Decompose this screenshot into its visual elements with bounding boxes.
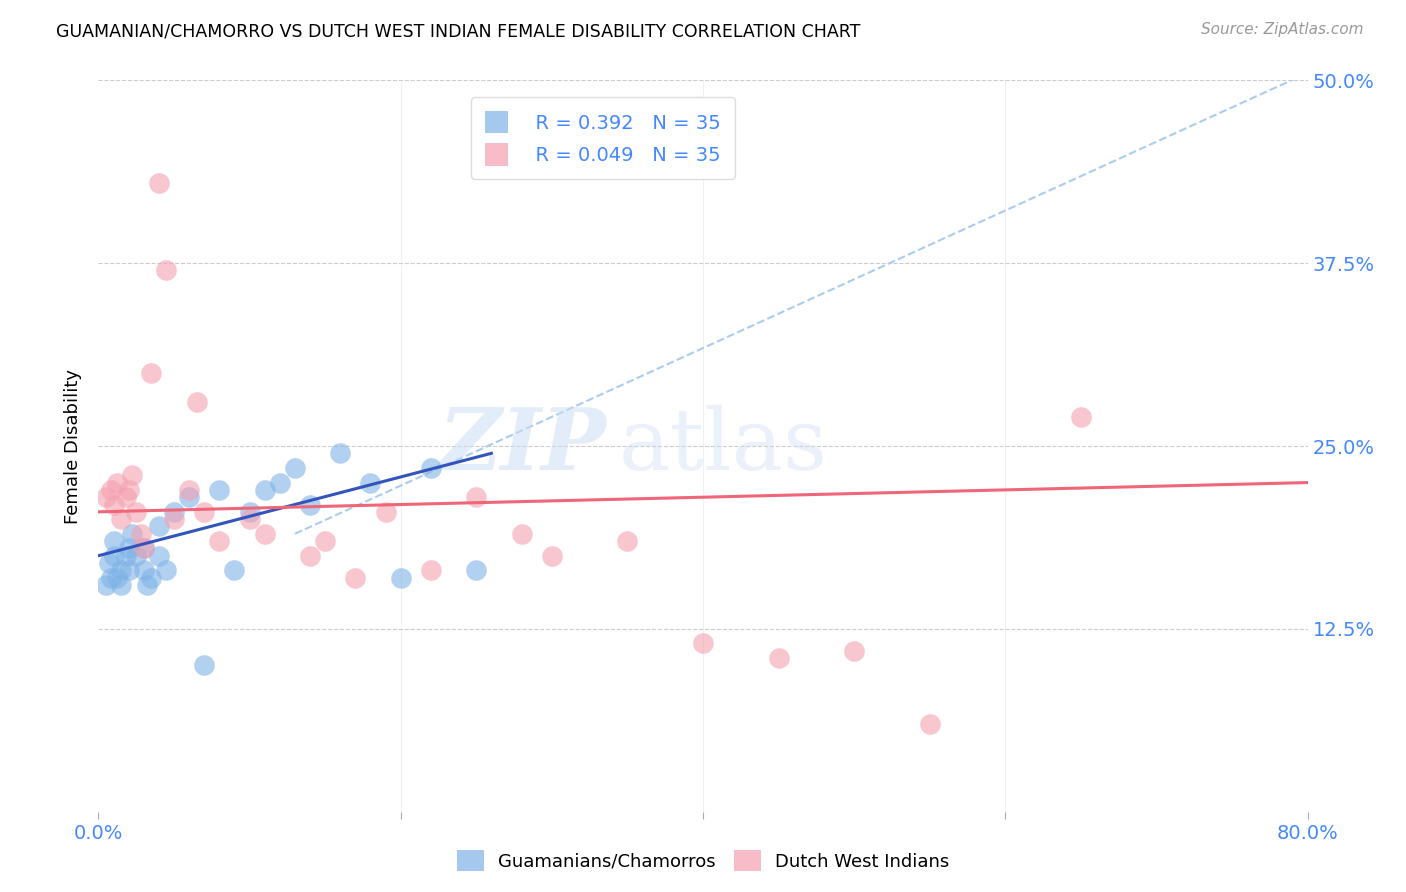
Point <box>299 549 322 563</box>
Point <box>284 461 307 475</box>
Point <box>314 534 336 549</box>
Point <box>105 475 128 490</box>
Point <box>118 563 141 577</box>
Point <box>132 563 155 577</box>
Point <box>98 556 121 570</box>
Point <box>465 563 488 577</box>
Point <box>239 505 262 519</box>
Text: Source: ZipAtlas.com: Source: ZipAtlas.com <box>1201 22 1364 37</box>
Point <box>94 578 117 592</box>
Point <box>148 176 170 190</box>
Point <box>132 541 155 556</box>
Point <box>100 571 122 585</box>
Point <box>110 563 132 577</box>
Point <box>155 563 177 577</box>
Point <box>420 461 443 475</box>
Point <box>118 483 141 497</box>
Point <box>1070 409 1092 424</box>
Point <box>344 571 367 585</box>
Point <box>465 490 488 504</box>
Point <box>125 505 148 519</box>
Legend:   R = 0.392   N = 35,   R = 0.049   N = 35: R = 0.392 N = 35, R = 0.049 N = 35 <box>471 97 735 179</box>
Point <box>269 475 291 490</box>
Point <box>105 571 128 585</box>
Point <box>132 541 155 556</box>
Point <box>299 498 322 512</box>
Point <box>103 549 125 563</box>
Point <box>103 534 125 549</box>
Point <box>768 651 790 665</box>
Text: GUAMANIAN/CHAMORRO VS DUTCH WEST INDIAN FEMALE DISABILITY CORRELATION CHART: GUAMANIAN/CHAMORRO VS DUTCH WEST INDIAN … <box>56 22 860 40</box>
Point <box>224 563 246 577</box>
Point <box>692 636 714 650</box>
Point <box>121 468 143 483</box>
Point <box>193 505 215 519</box>
Point <box>329 446 352 460</box>
Point <box>135 578 157 592</box>
Point <box>163 512 186 526</box>
Point <box>103 498 125 512</box>
Point <box>121 526 143 541</box>
Point <box>208 534 231 549</box>
Y-axis label: Female Disability: Female Disability <box>65 368 83 524</box>
Point <box>186 395 208 409</box>
Point <box>114 549 136 563</box>
Point <box>918 717 941 731</box>
Point <box>844 644 866 658</box>
Text: atlas: atlas <box>619 404 828 488</box>
Point <box>193 658 215 673</box>
Point <box>110 578 132 592</box>
Point <box>155 263 177 277</box>
Point <box>114 490 136 504</box>
Point <box>179 490 201 504</box>
Point <box>141 571 163 585</box>
Point <box>179 483 201 497</box>
Point <box>208 483 231 497</box>
Point <box>510 526 533 541</box>
Point <box>118 541 141 556</box>
Text: ZIP: ZIP <box>439 404 606 488</box>
Point <box>253 526 276 541</box>
Point <box>148 519 170 533</box>
Point <box>616 534 638 549</box>
Point <box>129 526 152 541</box>
Point <box>360 475 382 490</box>
Point <box>420 563 443 577</box>
Point <box>374 505 396 519</box>
Point <box>148 549 170 563</box>
Point <box>239 512 262 526</box>
Legend: Guamanians/Chamorros, Dutch West Indians: Guamanians/Chamorros, Dutch West Indians <box>450 843 956 879</box>
Point <box>110 512 132 526</box>
Point <box>94 490 117 504</box>
Point <box>540 549 562 563</box>
Point <box>125 549 148 563</box>
Point <box>141 366 163 380</box>
Point <box>100 483 122 497</box>
Point <box>253 483 276 497</box>
Point <box>389 571 412 585</box>
Point <box>163 505 186 519</box>
